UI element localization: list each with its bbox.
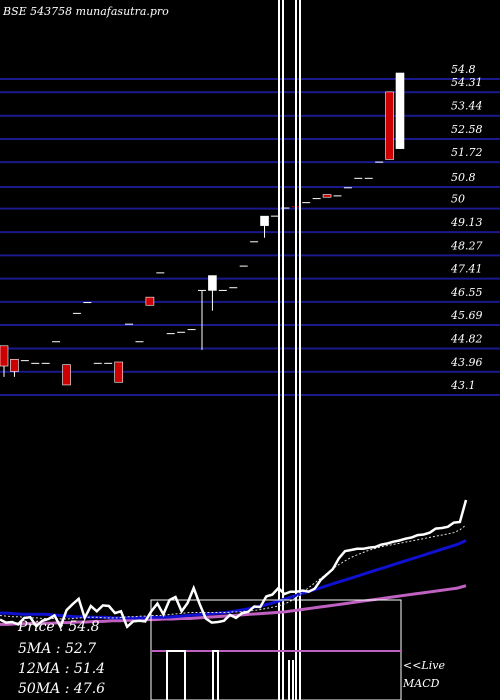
candle bbox=[198, 289, 206, 350]
candle bbox=[62, 364, 71, 386]
y-tick-label: 46.55 bbox=[450, 286, 483, 299]
candle bbox=[322, 194, 332, 198]
candle-body bbox=[385, 91, 394, 160]
candle-body bbox=[114, 361, 123, 383]
candle-body bbox=[0, 345, 9, 367]
y-tick-label: 44.82 bbox=[450, 333, 483, 346]
candle bbox=[0, 345, 9, 377]
macd-panel bbox=[150, 599, 402, 700]
price-line bbox=[0, 499, 468, 630]
y-tick-label: 43.1 bbox=[450, 379, 476, 392]
y-tick-label: 49.13 bbox=[450, 216, 483, 229]
candle bbox=[145, 296, 155, 306]
candle bbox=[395, 72, 405, 149]
candle-body bbox=[208, 275, 217, 291]
y-tick-label: 54.31 bbox=[451, 76, 483, 89]
y-tick-label: 51.72 bbox=[451, 146, 483, 159]
price-tick-labels: 54.854.31 53.44 52.58 51.72 50.8 50 49.13 48.27… bbox=[450, 63, 483, 392]
candle bbox=[385, 91, 394, 160]
candle bbox=[114, 361, 123, 383]
macd-label-line: <<Live bbox=[403, 659, 445, 672]
macd-label-line: MACD bbox=[402, 677, 440, 690]
legend-12ma: 12MA : 51.4 bbox=[18, 661, 105, 677]
legend-50ma: 50MA : 47.6 bbox=[18, 681, 105, 697]
y-tick-label: 52.58 bbox=[451, 123, 483, 136]
candlesticks bbox=[0, 72, 405, 386]
y-tick-label: 47.41 bbox=[450, 263, 483, 276]
candle bbox=[208, 275, 217, 311]
price-grid bbox=[0, 78, 500, 396]
y-tick-label: 53.44 bbox=[451, 100, 483, 113]
ma-5-line bbox=[0, 524, 467, 620]
candle bbox=[10, 358, 19, 377]
candle-body bbox=[322, 194, 332, 198]
macd-label: <<Live MACD bbox=[402, 659, 445, 690]
candle-body bbox=[62, 364, 71, 386]
candle-body bbox=[260, 215, 269, 226]
spike-lines bbox=[278, 0, 301, 700]
candle-body bbox=[395, 72, 405, 149]
y-tick-label: 50.8 bbox=[451, 171, 476, 184]
y-tick-label: 45.69 bbox=[450, 309, 483, 322]
y-tick-label: 50 bbox=[451, 193, 465, 206]
ma-12-line bbox=[0, 539, 467, 620]
ma-legend: Price : 54.8 5MA : 52.7 12MA : 51.4 50MA… bbox=[17, 619, 105, 697]
legend-price: Price : 54.8 bbox=[17, 619, 100, 635]
y-tick-label: 48.27 bbox=[450, 239, 483, 252]
candle-body bbox=[10, 358, 19, 372]
chart-title: BSE 543758 munafasutra.pro bbox=[2, 5, 169, 18]
y-tick-label: 43.96 bbox=[450, 356, 483, 369]
candle bbox=[260, 215, 269, 238]
legend-5ma: 5MA : 52.7 bbox=[18, 641, 96, 657]
y-tick-label: 54.8 bbox=[451, 63, 476, 76]
candle-body bbox=[145, 296, 155, 306]
moving-average-lines bbox=[0, 499, 468, 630]
